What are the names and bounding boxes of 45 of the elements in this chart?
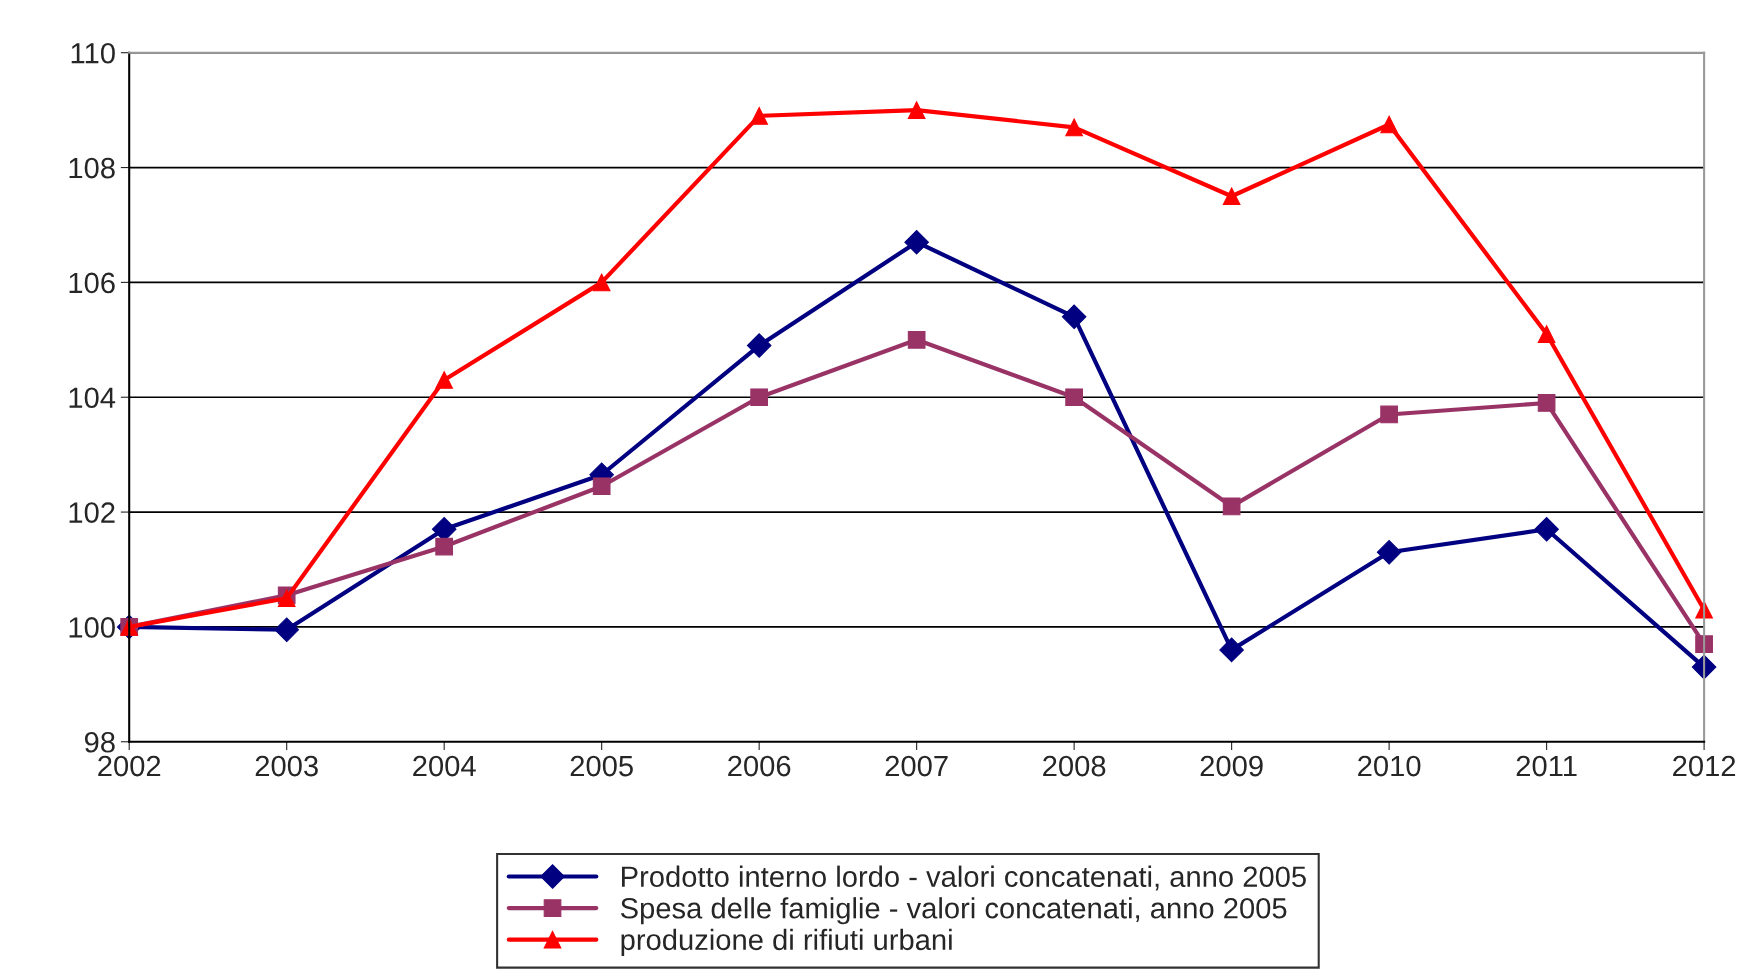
point bbox=[1222, 187, 1241, 206]
x-tick-label: 2009 bbox=[1200, 755, 1263, 777]
point bbox=[1695, 635, 1713, 653]
point bbox=[1061, 304, 1087, 330]
point bbox=[904, 229, 929, 255]
point bbox=[435, 371, 454, 389]
y-tick-label: 100 bbox=[69, 617, 115, 638]
x-tick-label: 2002 bbox=[98, 755, 161, 777]
legend-label: Prodotto interno lordo - valori concatenati, anno 2005 bbox=[622, 865, 1306, 891]
point bbox=[1376, 539, 1402, 565]
point bbox=[435, 537, 454, 556]
y-tick-label: 102 bbox=[69, 502, 115, 523]
x-tick-label: 2004 bbox=[413, 755, 476, 777]
point bbox=[746, 333, 772, 358]
point bbox=[592, 477, 611, 496]
x-tick-label: 2005 bbox=[570, 755, 633, 777]
point bbox=[1065, 388, 1083, 407]
point bbox=[1380, 405, 1398, 424]
y-tick-label: 98 bbox=[84, 731, 115, 753]
point bbox=[1380, 115, 1398, 134]
point bbox=[907, 101, 926, 119]
point bbox=[750, 107, 769, 125]
legend-label: produzione di rifiuti urbani bbox=[621, 928, 952, 956]
x-tick-label: 2010 bbox=[1358, 755, 1421, 777]
point bbox=[1222, 497, 1241, 516]
point bbox=[1065, 118, 1083, 137]
point bbox=[1537, 394, 1556, 412]
point bbox=[274, 617, 299, 643]
point bbox=[1219, 637, 1244, 663]
x-tick-label: 2007 bbox=[885, 755, 948, 777]
x-tick-label: 2012 bbox=[1673, 755, 1736, 777]
x-tick-label: 2006 bbox=[728, 755, 791, 777]
y-tick-label: 108 bbox=[69, 157, 115, 179]
point bbox=[1534, 517, 1559, 542]
x-tick-label: 2003 bbox=[255, 755, 318, 777]
point bbox=[750, 388, 769, 407]
y-tick-label: 104 bbox=[69, 387, 116, 409]
x-tick-label: 2011 bbox=[1516, 755, 1577, 777]
point bbox=[592, 273, 611, 292]
legend-label: Spesa delle famiglie - valori concatenati, anno 2005 bbox=[620, 897, 1287, 925]
x-tick-label: 2008 bbox=[1043, 755, 1106, 777]
y-tick-label: 106 bbox=[69, 272, 115, 294]
point bbox=[907, 330, 926, 349]
y-tick-label: 110 bbox=[71, 42, 115, 64]
point bbox=[1537, 325, 1556, 343]
